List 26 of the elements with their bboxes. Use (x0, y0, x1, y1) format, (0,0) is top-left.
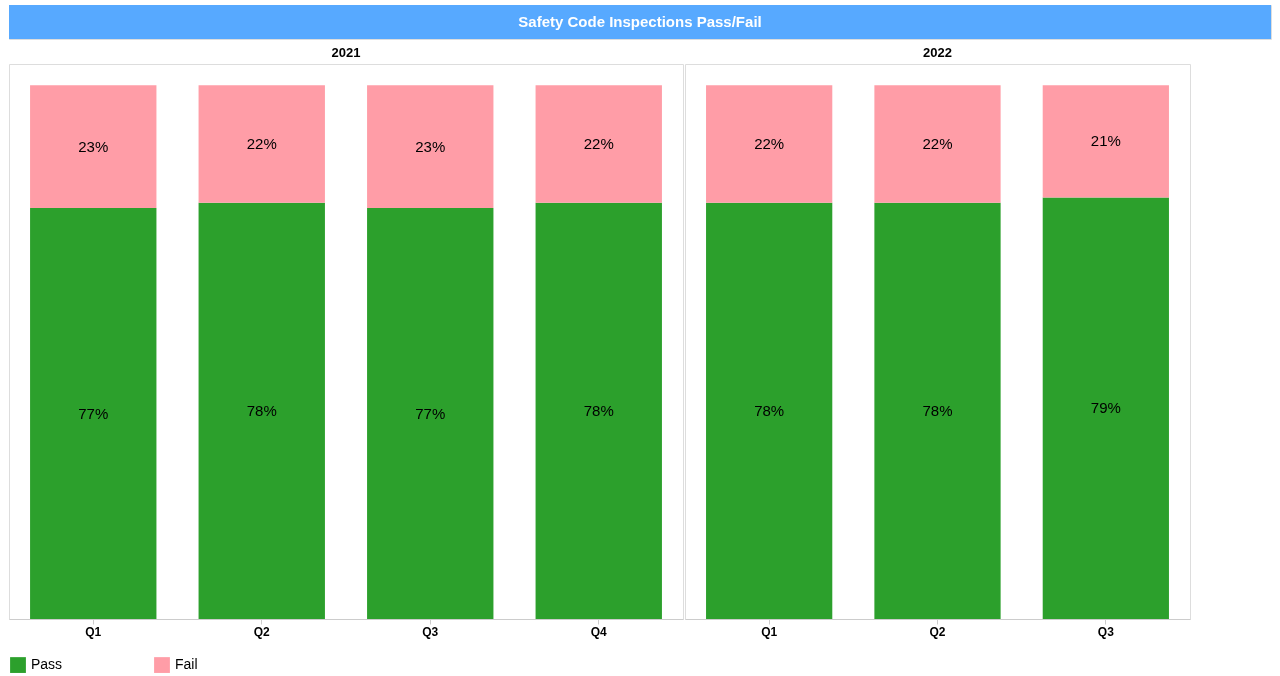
x-tick-label: Q1 (761, 624, 778, 639)
data-label: 78% (583, 401, 614, 419)
legend-label: Fail (175, 656, 198, 673)
data-label: 22% (922, 135, 953, 153)
data-label: 23% (78, 137, 109, 155)
data-label: 78% (922, 401, 953, 419)
data-label: 22% (754, 135, 785, 153)
x-tick-label: Q4 (590, 624, 608, 639)
chart-subtitle: 2022 (923, 45, 952, 60)
x-tick-label: Q2 (253, 624, 271, 639)
x-tick-label: Q3 (1097, 624, 1115, 639)
chart-title: Safety Code Inspections Pass/Fail (518, 13, 762, 30)
x-tick-label: Q1 (85, 624, 102, 639)
data-label: 22% (583, 135, 614, 153)
chart-subtitle: 2021 (331, 45, 361, 60)
data-label: 79% (1090, 399, 1121, 417)
data-label: 78% (246, 401, 277, 419)
data-label: 77% (415, 404, 446, 422)
data-label: 21% (1090, 132, 1121, 150)
data-label: 22% (246, 135, 277, 153)
data-label: 77% (78, 404, 109, 422)
x-tick-label: Q2 (929, 624, 946, 639)
data-label: 23% (415, 137, 446, 155)
data-label: 78% (754, 401, 785, 419)
x-tick-label: Q3 (422, 624, 439, 639)
legend-label: Pass (31, 656, 63, 673)
